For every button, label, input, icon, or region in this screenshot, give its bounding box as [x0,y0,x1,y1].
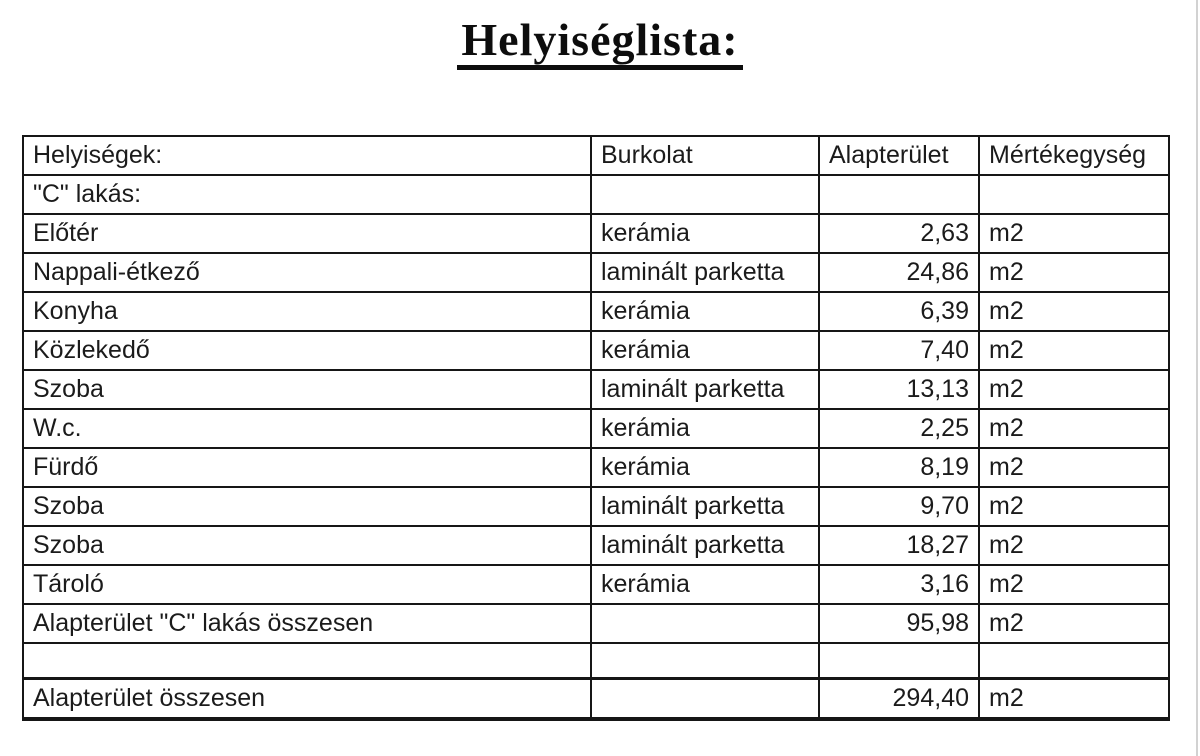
room-name-cell: "C" lakás: [22,174,592,215]
table-row: Szoba laminált parketta 9,70 m2 [22,486,1170,527]
room-list-table: Helyiségek: Burkolat Alapterület Mértéke… [22,135,1170,721]
unit-cell: m2 [978,330,1170,371]
unit-cell: m2 [978,603,1170,644]
area-value-cell [818,642,980,680]
flooring-cell: laminált parketta [590,525,820,566]
title-block: Helyiséglista: [0,0,1200,70]
unit-cell: m2 [978,447,1170,488]
table-row: Szoba laminált parketta 13,13 m2 [22,369,1170,410]
room-name-cell: Fürdő [22,447,592,488]
flooring-cell: kerámia [590,330,820,371]
area-value-cell: 95,98 [818,603,980,644]
unit-cell [978,642,1170,680]
area-value-cell: 13,13 [818,369,980,410]
table-row: "C" lakás: [22,174,1170,215]
flooring-cell: kerámia [590,564,820,605]
unit-cell: m2 [978,677,1170,721]
room-name-cell: Alapterület összesen [22,677,592,721]
flooring-cell: kerámia [590,291,820,332]
flooring-cell [590,642,820,680]
unit-cell: m2 [978,213,1170,254]
table-row: Közlekedő kerámia 7,40 m2 [22,330,1170,371]
room-name-cell: Szoba [22,525,592,566]
room-name-cell: Tároló [22,564,592,605]
column-header-flooring: Burkolat [590,135,820,176]
area-value-cell [818,174,980,215]
flooring-cell: laminált parketta [590,252,820,293]
unit-cell [978,174,1170,215]
column-header-area: Alapterület [818,135,980,176]
area-value-cell: 9,70 [818,486,980,527]
room-name-cell: Szoba [22,486,592,527]
area-value-cell: 18,27 [818,525,980,566]
area-value-cell: 2,25 [818,408,980,449]
unit-cell: m2 [978,564,1170,605]
unit-cell: m2 [978,525,1170,566]
column-header-rooms: Helyiségek: [22,135,592,176]
table-row: Alapterület összesen 294,40 m2 [22,677,1170,721]
room-name-cell: Előtér [22,213,592,254]
unit-cell: m2 [978,408,1170,449]
table-row: Fürdő kerámia 8,19 m2 [22,447,1170,488]
flooring-cell: kerámia [590,213,820,254]
area-value-cell: 3,16 [818,564,980,605]
room-name-cell [22,642,592,680]
table-row: Szoba laminált parketta 18,27 m2 [22,525,1170,566]
table-row: Konyha kerámia 6,39 m2 [22,291,1170,332]
area-value-cell: 2,63 [818,213,980,254]
page-title: Helyiséglista: [457,16,743,70]
table-row: W.c. kerámia 2,25 m2 [22,408,1170,449]
unit-cell: m2 [978,291,1170,332]
room-name-cell: Alapterület "C" lakás összesen [22,603,592,644]
flooring-cell: kerámia [590,408,820,449]
area-value-cell: 294,40 [818,677,980,721]
flooring-cell: laminált parketta [590,369,820,410]
area-value-cell: 24,86 [818,252,980,293]
table-row: Tároló kerámia 3,16 m2 [22,564,1170,605]
flooring-cell [590,174,820,215]
header-row: Helyiségek: Burkolat Alapterület Mértéke… [22,135,1170,176]
flooring-cell [590,677,820,721]
room-name-cell: Szoba [22,369,592,410]
table-row: Nappali-étkező laminált parketta 24,86 m2 [22,252,1170,293]
room-name-cell: Nappali-étkező [22,252,592,293]
unit-cell: m2 [978,369,1170,410]
area-value-cell: 7,40 [818,330,980,371]
page-edge-artifact [1196,0,1198,756]
table-body: "C" lakás: Előtér kerámia 2,63 m2 Nappali-étk… [22,174,1170,721]
unit-cell: m2 [978,252,1170,293]
area-value-cell: 6,39 [818,291,980,332]
table-row: Előtér kerámia 2,63 m2 [22,213,1170,254]
table-row [22,642,1170,680]
room-name-cell: Közlekedő [22,330,592,371]
area-value-cell: 8,19 [818,447,980,488]
room-name-cell: W.c. [22,408,592,449]
unit-cell: m2 [978,486,1170,527]
flooring-cell: laminált parketta [590,486,820,527]
flooring-cell: kerámia [590,447,820,488]
flooring-cell [590,603,820,644]
table-row: Alapterület "C" lakás összesen 95,98 m2 [22,603,1170,644]
column-header-unit: Mértékegység [978,135,1170,176]
room-name-cell: Konyha [22,291,592,332]
